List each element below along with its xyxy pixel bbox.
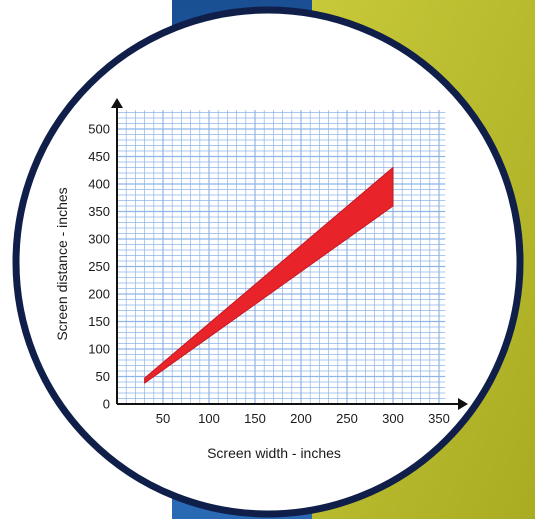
x-tick-labels: 50 100 150 200 250 300 350 [156,411,450,426]
x-tick-label: 350 [428,411,450,426]
x-tick-label: 300 [382,411,404,426]
y-tick-label: 250 [88,259,110,274]
y-tick-label: 200 [88,287,110,302]
y-axis-arrow [111,98,123,108]
y-tick-label: 150 [88,314,110,329]
y-tick-labels: 0 50 100 150 200 250 300 350 400 450 500 [88,122,110,412]
x-axis-arrow [458,398,468,410]
x-tick-label: 200 [290,411,312,426]
y-tick-label: 350 [88,204,110,219]
y-tick-label: 450 [88,149,110,164]
x-axis-title: Screen width - inches [207,445,341,461]
y-tick-label: 50 [96,369,110,384]
y-tick-label: 500 [88,122,110,137]
y-tick-label: 300 [88,232,110,247]
x-tick-label: 150 [244,411,266,426]
y-tick-label: 100 [88,342,110,357]
chart-circle [12,6,524,518]
y-tick-label: 0 [103,397,110,412]
x-tick-label: 50 [156,411,170,426]
y-tick-label: 400 [88,177,110,192]
grid [117,110,446,404]
distance-band [144,167,394,384]
x-tick-label: 100 [198,411,220,426]
y-axis-title: Screen distance - inches [54,187,70,340]
x-tick-label: 250 [336,411,358,426]
axes [111,98,468,410]
